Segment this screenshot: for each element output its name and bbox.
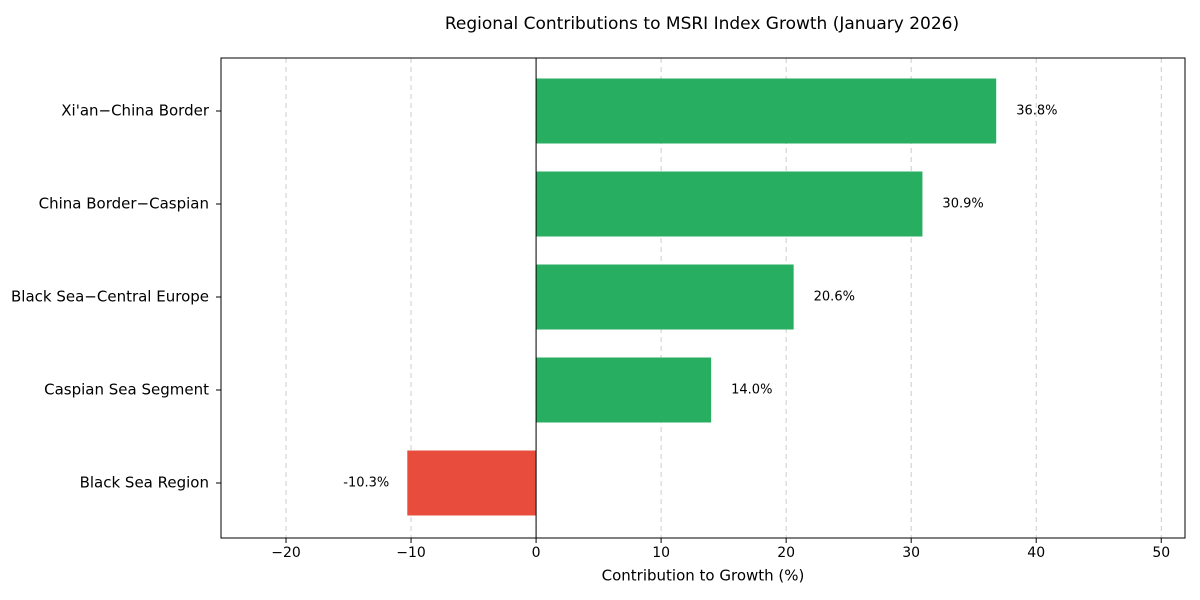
value-label: 30.9% — [942, 197, 983, 212]
x-tick-label: 0 — [532, 545, 541, 561]
x-tick-label: −10 — [396, 545, 426, 561]
x-tick-label: 30 — [902, 545, 920, 561]
x-tick-label: 20 — [777, 545, 795, 561]
y-tick-label: Caspian Sea Segment — [44, 381, 209, 399]
y-tick-label: Black Sea Region — [80, 474, 209, 492]
x-tick-label: 50 — [1152, 545, 1170, 561]
x-tick-label: 10 — [652, 545, 670, 561]
value-label: -10.3% — [343, 476, 389, 491]
value-label: 20.6% — [814, 290, 855, 305]
chart-title: Regional Contributions to MSRI Index Gro… — [445, 14, 959, 34]
x-tick-label: −20 — [271, 545, 301, 561]
value-label: 36.8% — [1016, 104, 1057, 119]
bar — [536, 171, 923, 237]
y-tick-label: China Border−Caspian — [39, 195, 209, 213]
bar — [536, 78, 997, 144]
plot-frame — [220, 57, 1186, 539]
x-tick-label: 40 — [1027, 545, 1045, 561]
bar — [407, 450, 537, 516]
bar — [536, 264, 794, 330]
value-label: 14.0% — [731, 383, 772, 398]
bar — [536, 357, 712, 423]
x-axis-label: Contribution to Growth (%) — [602, 567, 805, 585]
plot-area: −20 −10 0 10 20 30 40 50 Xi'an−China Border 36.8%… — [11, 58, 1170, 561]
y-tick-label: Xi'an−China Border — [61, 102, 210, 120]
y-tick-label: Black Sea−Central Europe — [11, 288, 209, 306]
